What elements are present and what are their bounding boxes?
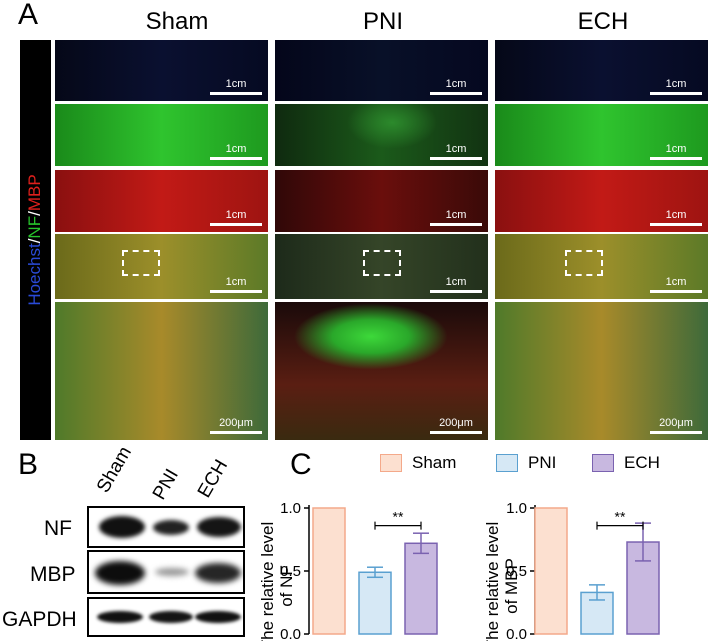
scale-bar-label: 1cm <box>665 209 687 221</box>
panel-a-letter: A <box>18 0 39 31</box>
lane-label-pni: PNI <box>148 465 183 504</box>
y-tick-label: 0.0 <box>280 626 301 641</box>
y-tick-label: 0.5 <box>280 563 301 580</box>
stain-label: Hoechst/NF/MBP <box>25 174 44 306</box>
y-tick-label: 0.0 <box>506 626 527 641</box>
legend-swatch-pni <box>496 454 518 472</box>
scale-bar-label: 1cm <box>445 209 467 221</box>
scale-bar <box>650 157 702 160</box>
column-title-ech: ECH <box>577 8 629 35</box>
lane-label-sham: Sham <box>92 443 136 497</box>
scale-bar-label: 200μm <box>219 417 253 429</box>
micrograph-sham-red <box>55 170 268 232</box>
chart-nf: The relative levelof NF0.0 0.5 1.0 ** <box>258 500 438 641</box>
scale-bar-label: 200μm <box>659 417 693 429</box>
legend-swatch-ech <box>592 454 614 472</box>
blot-label-nf: NF <box>44 517 72 540</box>
panel-b-letter: B <box>18 448 39 481</box>
y-tick-label: 0.5 <box>506 563 527 580</box>
y-tick-label: 1.0 <box>280 500 301 517</box>
blot-label-gapdh: GAPDH <box>2 608 77 631</box>
legend-label-pni: PNI <box>528 453 557 472</box>
region-of-interest-box <box>363 250 401 276</box>
scale-bar <box>430 92 482 95</box>
scale-bar-label: 1cm <box>225 276 247 288</box>
y-axis-label: The relative levelof NF <box>258 522 296 641</box>
micrograph-pni-zoom <box>275 302 488 440</box>
scale-bar-label: 1cm <box>665 78 687 90</box>
legend-label-ech: ECH <box>624 453 660 472</box>
scale-bar <box>430 223 482 226</box>
scale-bar <box>430 431 482 434</box>
micrograph-pni-merge <box>275 234 488 299</box>
bar-sham <box>534 507 568 635</box>
scale-bar-label: 1cm <box>445 78 467 90</box>
y-axis-label: The relative levelof MBP <box>483 522 521 641</box>
scale-bar-label: 1cm <box>225 209 247 221</box>
blot-mbp <box>87 550 245 594</box>
micrograph-sham-green <box>55 104 268 166</box>
scale-bar-label: 1cm <box>225 78 247 90</box>
lane-label-ech: ECH <box>193 456 233 502</box>
scale-bar-label: 1cm <box>445 276 467 288</box>
scale-bar <box>430 157 482 160</box>
legend-label-sham: Sham <box>412 453 457 472</box>
scale-bar <box>650 92 702 95</box>
scale-bar-label: 1cm <box>225 143 247 155</box>
bar-ech <box>404 542 438 635</box>
bar-pni <box>358 571 392 635</box>
panel-c-letter: C <box>290 448 312 481</box>
scale-bar <box>210 290 262 293</box>
y-tick-label: 1.0 <box>506 500 527 517</box>
scale-bar <box>210 157 262 160</box>
scale-bar-label: 1cm <box>665 143 687 155</box>
micrograph-sham-zoom <box>55 302 268 440</box>
blot-gapdh <box>87 597 245 637</box>
bar-sham <box>312 507 346 635</box>
micrograph-ech-red <box>495 170 708 232</box>
micrograph-sham-merge <box>55 234 268 299</box>
scale-bar <box>210 92 262 95</box>
scale-bar <box>650 431 702 434</box>
micrograph-ech-zoom <box>495 302 708 440</box>
micrograph-sham-blue <box>55 40 268 101</box>
micrograph-pni-red <box>275 170 488 232</box>
scale-bar-label: 1cm <box>665 276 687 288</box>
blot-nf <box>87 506 245 548</box>
micrograph-ech-green <box>495 104 708 166</box>
scale-bar <box>430 290 482 293</box>
significance-label: ** <box>393 509 404 525</box>
stain-label-bar <box>20 40 51 440</box>
legend: Sham PNI ECH <box>380 452 710 476</box>
scale-bar-label: 200μm <box>439 417 473 429</box>
column-title-sham: Sham <box>145 8 209 35</box>
scale-bar <box>650 223 702 226</box>
scale-bar <box>650 290 702 293</box>
micrograph-ech-blue <box>495 40 708 101</box>
micrograph-pni-blue <box>275 40 488 101</box>
blot-label-mbp: MBP <box>30 563 76 586</box>
scale-bar <box>210 223 262 226</box>
micrograph-pni-green <box>275 104 488 166</box>
significance-label: ** <box>615 509 626 525</box>
region-of-interest-box <box>122 250 160 276</box>
region-of-interest-box <box>565 250 603 276</box>
scale-bar-label: 1cm <box>445 143 467 155</box>
column-title-pni: PNI <box>362 8 403 35</box>
legend-swatch-sham <box>380 454 402 472</box>
scale-bar <box>210 431 262 434</box>
